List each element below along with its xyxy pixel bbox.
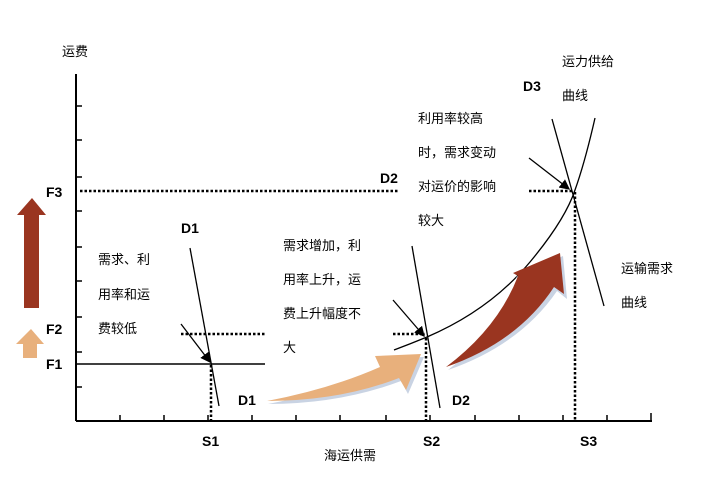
pointer-arrow-s2 <box>392 299 425 337</box>
svg-text:大: 大 <box>283 341 296 356</box>
svg-text:运输需求: 运输需求 <box>621 261 673 277</box>
y-axis-ticks <box>76 105 82 388</box>
svg-text:较大: 较大 <box>418 214 444 229</box>
demand-line-d2 <box>411 245 441 409</box>
f2-label: F2 <box>46 321 63 337</box>
svg-text:运力供给: 运力供给 <box>562 55 614 70</box>
svg-text:利用率较高: 利用率较高 <box>418 111 483 127</box>
svg-text:对运价的影响: 对运价的影响 <box>418 179 496 195</box>
svg-text:费较低: 费较低 <box>98 322 137 337</box>
light-up-arrow <box>16 329 44 358</box>
demand-curve-label: 运输需求 曲线 <box>621 261 673 311</box>
svg-text:需求、利: 需求、利 <box>98 253 150 268</box>
svg-text:需求增加，利: 需求增加，利 <box>283 239 361 254</box>
supply-curve <box>393 117 596 351</box>
y-axis-label: 运费 <box>62 45 88 60</box>
d1-top-label: D1 <box>181 220 199 236</box>
f1-label: F1 <box>46 356 63 372</box>
svg-text:用率上升，运: 用率上升，运 <box>283 272 361 288</box>
annotation-low: 需求、利 用率和运 费较低 <box>98 253 150 337</box>
demand-line-d1 <box>189 247 220 407</box>
annotation-high: 利用率较高 时，需求变动 对运价的影响 较大 <box>418 111 496 229</box>
f3-label: F3 <box>46 184 63 200</box>
svg-text:费上升幅度不: 费上升幅度不 <box>283 306 361 322</box>
pointer-arrow-s1 <box>180 323 211 364</box>
dark-curved-arrow <box>446 253 564 367</box>
annotation-mid: 需求增加，利 用率上升，运 费上升幅度不 大 <box>283 239 361 356</box>
x-axis-ticks <box>119 413 652 421</box>
d1-bottom-label: D1 <box>238 392 256 408</box>
d2-bottom-label: D2 <box>452 392 470 408</box>
svg-text:时，需求变动: 时，需求变动 <box>418 145 496 161</box>
supply-curve-label: 运力供给 曲线 <box>562 55 614 104</box>
s2-label: S2 <box>423 433 440 449</box>
light-curved-arrow <box>267 354 421 401</box>
svg-text:用率和运: 用率和运 <box>98 287 150 303</box>
s1-label: S1 <box>202 433 219 449</box>
dark-up-arrow <box>17 198 46 308</box>
pointer-arrow-s3 <box>528 157 571 190</box>
demand-line-d3 <box>551 118 605 307</box>
svg-text:曲线: 曲线 <box>621 296 647 311</box>
svg-text:曲线: 曲线 <box>562 89 588 104</box>
d3-label: D3 <box>523 78 541 94</box>
x-axis-label: 海运供需 <box>324 449 376 464</box>
d2-top-label: D2 <box>380 170 398 186</box>
s3-label: S3 <box>580 433 597 449</box>
